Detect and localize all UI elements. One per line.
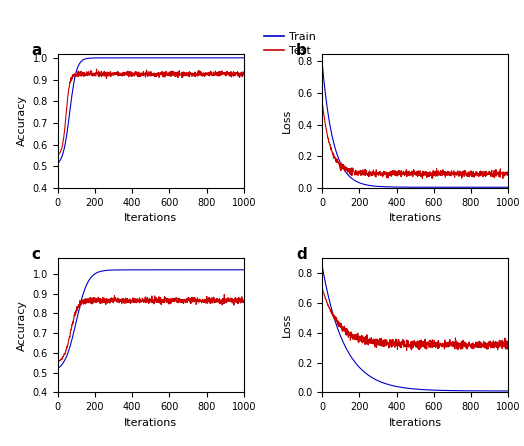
X-axis label: Iterations: Iterations — [389, 213, 442, 223]
Text: c: c — [31, 247, 40, 262]
X-axis label: Iterations: Iterations — [389, 418, 442, 428]
X-axis label: Iterations: Iterations — [124, 418, 177, 428]
Y-axis label: Loss: Loss — [281, 313, 291, 337]
Y-axis label: Accuracy: Accuracy — [17, 300, 27, 351]
Text: b: b — [296, 43, 307, 58]
Legend: Train, Test: Train, Test — [264, 32, 315, 55]
Y-axis label: Loss: Loss — [281, 109, 291, 133]
Text: a: a — [31, 43, 42, 58]
Y-axis label: Accuracy: Accuracy — [17, 95, 27, 146]
X-axis label: Iterations: Iterations — [124, 213, 177, 223]
Text: d: d — [296, 247, 307, 262]
